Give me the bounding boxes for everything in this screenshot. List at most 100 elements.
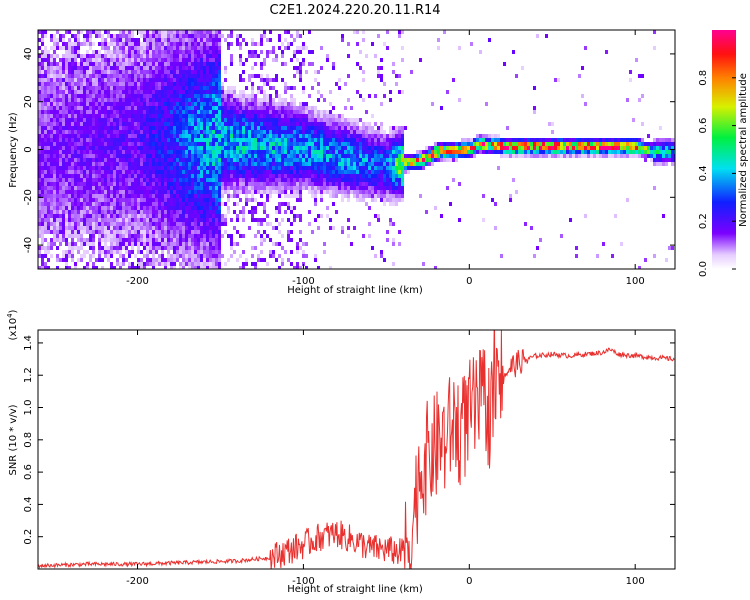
heatmap-cell [131, 174, 134, 178]
heatmap-cell [314, 70, 317, 74]
heatmap-cell [197, 166, 200, 170]
heatmap-cell [275, 190, 278, 194]
heatmap-cell [338, 162, 341, 166]
heatmap-cell [200, 134, 203, 138]
heatmap-cell [56, 238, 59, 242]
heatmap-cell [86, 194, 89, 198]
heatmap-cell [218, 118, 221, 122]
heatmap-cell [113, 98, 116, 102]
heatmap-cell [263, 102, 266, 106]
heatmap-cell [176, 54, 179, 58]
heatmap-cell [200, 82, 203, 86]
heatmap-cell [119, 190, 122, 194]
heatmap-cell [83, 194, 86, 198]
heatmap-cell [101, 70, 104, 74]
heatmap-cell [41, 94, 44, 98]
heatmap-cell [233, 170, 236, 174]
heatmap-cell [239, 170, 242, 174]
heatmap-cell [152, 258, 155, 262]
heatmap-cell [185, 214, 188, 218]
heatmap-cell [110, 150, 113, 154]
heatmap-cell [128, 210, 131, 214]
heatmap-cell [53, 138, 56, 142]
heatmap-cell [110, 98, 113, 102]
heatmap-cell [203, 70, 206, 74]
heatmap-cell [278, 110, 281, 114]
heatmap-cell [140, 178, 143, 182]
heatmap-cell [161, 134, 164, 138]
heatmap-cell [269, 150, 272, 154]
heatmap-cell [191, 114, 194, 118]
heatmap-cell [92, 242, 95, 246]
heatmap-cell [173, 206, 176, 210]
heatmap-cell [164, 42, 167, 46]
heatmap-cell [308, 134, 311, 138]
heatmap-cell [335, 174, 338, 178]
heatmap-cell [92, 262, 95, 266]
heatmap-cell [161, 90, 164, 94]
heatmap-cell [155, 70, 158, 74]
heatmap-cell [59, 62, 62, 66]
heatmap-cell [221, 98, 224, 102]
heatmap-cell [89, 98, 92, 102]
heatmap-cell [149, 138, 152, 142]
heatmap-cell [185, 58, 188, 62]
heatmap-cell [50, 102, 53, 106]
heatmap-cell [104, 218, 107, 222]
heatmap-cell [251, 262, 254, 266]
heatmap-cell [230, 234, 233, 238]
heatmap-cell [167, 94, 170, 98]
heatmap-cell [74, 118, 77, 122]
heatmap-cell [275, 94, 278, 98]
heatmap-cell [47, 74, 50, 78]
heatmap-cell [245, 138, 248, 142]
heatmap-cell [254, 218, 257, 222]
heatmap-cell [95, 62, 98, 66]
heatmap-cell [65, 110, 68, 114]
heatmap-cell [320, 114, 323, 118]
heatmap-cell [173, 122, 176, 126]
heatmap-cell [293, 154, 296, 158]
heatmap-cell [56, 246, 59, 250]
heatmap-cell [110, 174, 113, 178]
heatmap-cell [131, 106, 134, 110]
heatmap-cell [89, 166, 92, 170]
heatmap-cell [227, 118, 230, 122]
heatmap-cell [254, 130, 257, 134]
heatmap-cell [65, 62, 68, 66]
heatmap-cell [233, 242, 236, 246]
heatmap-cell [188, 38, 191, 42]
heatmap-cell [83, 58, 86, 62]
heatmap-cell [362, 134, 365, 138]
heatmap-cell [161, 178, 164, 182]
heatmap-cell [140, 126, 143, 130]
heatmap-cell [62, 218, 65, 222]
heatmap-cell [179, 122, 182, 126]
heatmap-cell [98, 94, 101, 98]
heatmap-cell [119, 226, 122, 230]
heatmap-cell [146, 86, 149, 90]
heatmap-cell [194, 46, 197, 50]
heatmap-cell [206, 98, 209, 102]
heatmap-cell [206, 174, 209, 178]
heatmap-cell [59, 158, 62, 162]
heatmap-cell [251, 186, 254, 190]
heatmap-cell [206, 42, 209, 46]
heatmap-cell [242, 110, 245, 114]
heatmap-cell [263, 162, 266, 166]
heatmap-cell [113, 266, 116, 269]
heatmap-cell [254, 166, 257, 170]
heatmap-cell [92, 162, 95, 166]
heatmap-cell [194, 106, 197, 110]
heatmap-cell [110, 170, 113, 174]
heatmap-cell [221, 158, 224, 162]
heatmap-cell [218, 78, 221, 82]
heatmap-cell [113, 226, 116, 230]
heatmap-cell [254, 50, 257, 54]
heatmap-cell [50, 122, 53, 126]
heatmap-cell [158, 218, 161, 222]
heatmap-cell [65, 106, 68, 110]
heatmap-cell [230, 142, 233, 146]
heatmap-cell [323, 134, 326, 138]
heatmap-cell [317, 138, 320, 142]
